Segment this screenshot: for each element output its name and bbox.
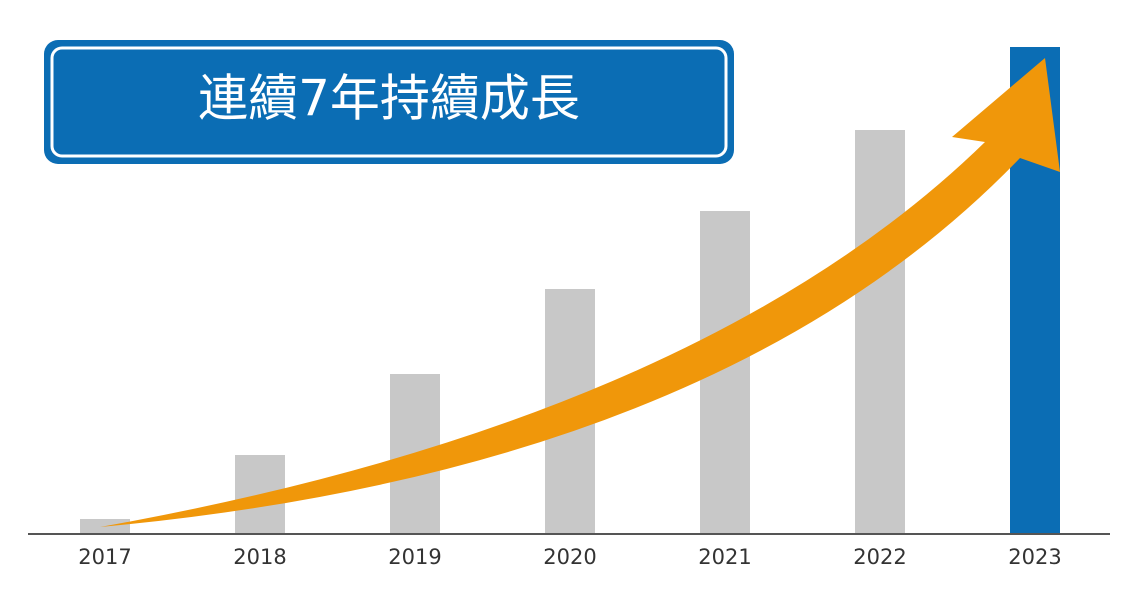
title-box — [44, 40, 734, 164]
x-tick-label: 2022 — [853, 545, 906, 569]
x-tick-label: 2018 — [233, 545, 286, 569]
x-tick-label: 2021 — [698, 545, 751, 569]
chart-title: 連續7年持續成長 — [198, 70, 580, 128]
x-tick-label: 2020 — [543, 545, 596, 569]
bar — [855, 130, 905, 534]
x-tick-label: 2023 — [1008, 545, 1061, 569]
title-box-border — [50, 46, 728, 158]
x-tick-label: 2017 — [78, 545, 131, 569]
x-tick-label: 2019 — [388, 545, 441, 569]
